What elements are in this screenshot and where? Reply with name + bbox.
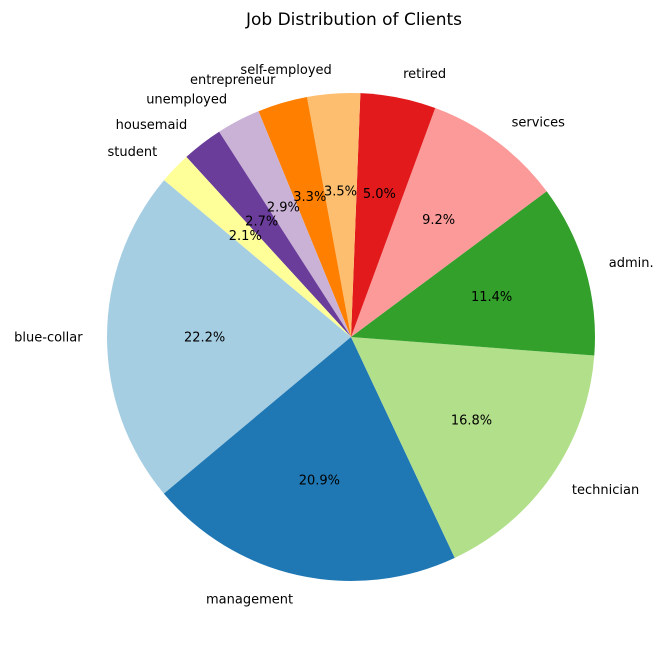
percent-label: 22.2% [184,330,225,345]
percent-label: 20.9% [299,474,340,489]
category-label: blue-collar [14,330,83,345]
category-label: technician [572,483,639,498]
percent-label: 3.3% [293,190,326,205]
category-label: housemaid [116,118,188,133]
slice-labels: blue-collar 22.2% management 20.9% technicia… [14,63,654,608]
category-label: entrepreneur [190,73,276,88]
pie-slice-entrepreneur [258,97,351,337]
percent-label: 11.4% [471,290,512,305]
pie-slice-retired [351,93,436,338]
pie-slice-technician [351,337,595,558]
chart-title: Job Distribution of Clients [245,10,462,30]
percent-label: 2.1% [229,229,262,244]
category-label: services [512,116,566,131]
pie-slice-self-employed [306,93,361,337]
category-label: admin. [609,256,654,271]
category-label: retired [403,67,446,82]
category-label: management [206,593,293,608]
pie-slice-blue-collar [107,180,351,494]
percent-label: 5.0% [363,187,396,202]
pie-slice-services [351,108,547,337]
pie-slice-student [164,156,351,337]
pie-slice-unemployed [219,111,351,337]
category-label: student [107,145,157,160]
percent-label: 2.7% [245,215,278,230]
pie-slices [107,93,595,582]
percent-label: 16.8% [451,414,492,429]
percent-label: 9.2% [422,213,455,228]
pie-slice-management [163,337,455,582]
pie-slice-housemaid [186,131,351,337]
percent-label: 3.5% [324,185,357,200]
pie-slice-admin [351,191,595,356]
category-label: unemployed [146,92,227,107]
percent-label: 2.9% [267,201,300,216]
category-label: self-employed [240,63,331,78]
